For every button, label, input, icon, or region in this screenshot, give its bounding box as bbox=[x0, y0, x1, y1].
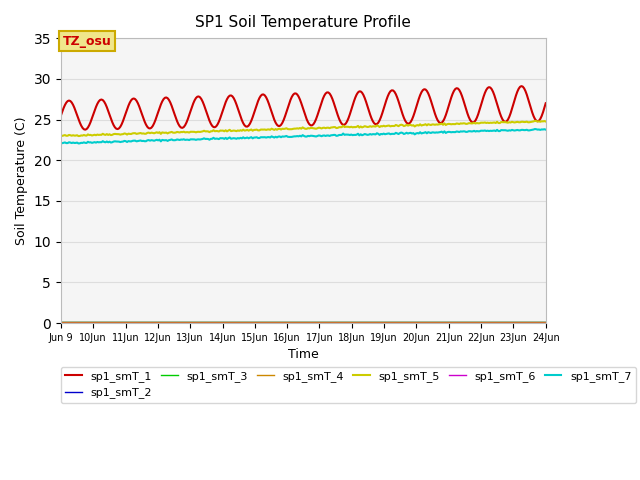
X-axis label: Time: Time bbox=[288, 348, 319, 361]
Y-axis label: Soil Temperature (C): Soil Temperature (C) bbox=[15, 116, 28, 245]
Title: SP1 Soil Temperature Profile: SP1 Soil Temperature Profile bbox=[195, 15, 412, 30]
Text: TZ_osu: TZ_osu bbox=[63, 35, 111, 48]
Legend: sp1_smT_1, sp1_smT_2, sp1_smT_3, sp1_smT_4, sp1_smT_5, sp1_smT_6, sp1_smT_7: sp1_smT_1, sp1_smT_2, sp1_smT_3, sp1_smT… bbox=[61, 367, 636, 403]
